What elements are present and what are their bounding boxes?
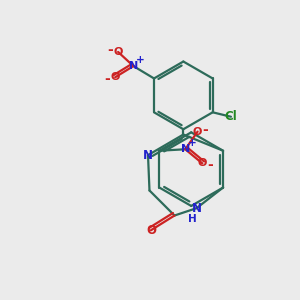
Text: O: O bbox=[110, 72, 120, 82]
Text: N: N bbox=[192, 202, 202, 215]
Text: -: - bbox=[107, 44, 113, 58]
Text: N: N bbox=[181, 144, 190, 154]
Text: O: O bbox=[146, 224, 156, 237]
Text: O: O bbox=[198, 158, 207, 168]
Text: -: - bbox=[207, 158, 213, 172]
Text: N: N bbox=[129, 61, 138, 71]
Text: -: - bbox=[104, 72, 110, 86]
Text: +: + bbox=[188, 138, 197, 148]
Text: O: O bbox=[113, 47, 123, 57]
Text: -: - bbox=[202, 123, 208, 137]
Text: +: + bbox=[136, 55, 144, 64]
Text: Cl: Cl bbox=[225, 110, 237, 123]
Text: H: H bbox=[188, 214, 197, 224]
Text: O: O bbox=[193, 127, 202, 136]
Text: N: N bbox=[143, 149, 153, 162]
